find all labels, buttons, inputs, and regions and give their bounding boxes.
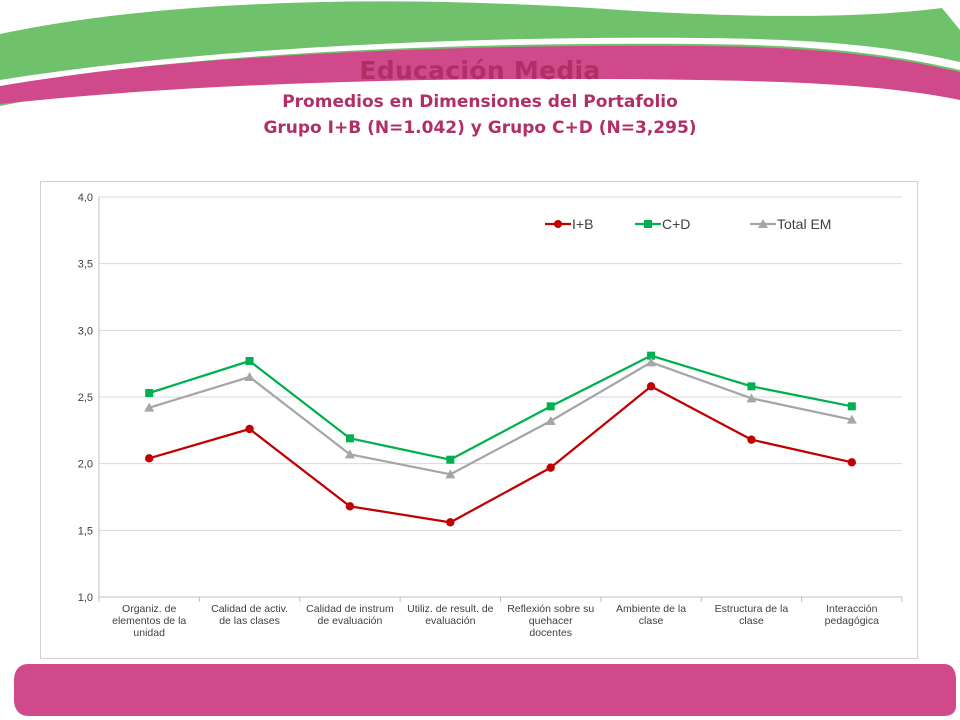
data-point <box>746 393 757 403</box>
y-tick-label: 3,0 <box>78 325 93 337</box>
series-line <box>148 354 853 461</box>
slide-title: Educación Media <box>359 56 601 85</box>
data-point <box>345 502 355 511</box>
series-line <box>148 361 853 476</box>
data-point <box>545 416 556 425</box>
x-tick-label: Organiz. de elementos de la unidad <box>112 603 186 639</box>
y-tick-label: 1,5 <box>78 525 93 537</box>
data-point <box>446 455 455 464</box>
x-tick-label: Estructura de la clase <box>715 603 789 627</box>
x-tick-label: Calidad de instrum de evaluación <box>306 603 394 627</box>
data-point <box>145 389 154 397</box>
data-point <box>846 414 857 424</box>
chart-area: 1,0 1,5 2,0 2,5 3,0 3,5 4,0 Organiz. de elemento… <box>40 181 918 659</box>
slide-subtitle-line-2: Grupo I+B (N=1.042) y Grupo C+D (N=3,295… <box>263 118 697 138</box>
slide-subtitle-line-1: Promedios en Dimensiones del Portafolio <box>282 92 678 112</box>
y-tick-label: 1,0 <box>78 592 93 604</box>
x-tick-label: Calidad de activ. de las clases <box>211 603 288 627</box>
x-tick-label: Ambiente de la clase <box>616 603 686 627</box>
x-tick-label: Reflexión sobre su quehacer docentes <box>507 603 594 639</box>
data-point <box>244 372 255 381</box>
pink-footer-band <box>14 664 956 716</box>
y-tick-label: 2,5 <box>78 392 93 404</box>
y-tick-label: 2,0 <box>78 459 93 471</box>
data-point <box>546 402 555 411</box>
legend-marker <box>554 220 562 228</box>
series-line <box>148 385 853 524</box>
data-point <box>847 458 857 467</box>
data-point <box>144 402 155 412</box>
data-point <box>344 449 355 459</box>
y-tick-label: 3,5 <box>78 259 93 271</box>
x-tick-label: Interacción pedagógica <box>825 603 879 627</box>
legend-label: C+D <box>662 216 690 232</box>
legend-label: I+B <box>572 216 593 232</box>
data-point <box>245 424 254 434</box>
data-point <box>345 434 354 443</box>
data-point <box>245 357 254 365</box>
data-point <box>647 351 656 360</box>
x-tick-label: Utiliz. de result. de evaluación <box>407 603 494 627</box>
data-point <box>446 518 455 527</box>
data-point <box>144 454 154 463</box>
legend-marker <box>758 219 768 228</box>
data-point <box>747 435 756 444</box>
data-point <box>546 463 555 472</box>
legend-marker <box>644 220 652 228</box>
data-point <box>646 357 657 367</box>
data-point <box>646 382 656 391</box>
pink-band <box>0 45 960 104</box>
y-tick-label: 4,0 <box>78 192 93 204</box>
data-point <box>847 402 856 411</box>
decorative-header-bands <box>0 1 960 106</box>
line-chart: 1,0 1,5 2,0 2,5 3,0 3,5 4,0 Organiz. de elemento… <box>78 192 903 639</box>
data-point <box>445 469 456 479</box>
legend-label: Total EM <box>777 216 831 232</box>
data-point <box>747 382 756 391</box>
